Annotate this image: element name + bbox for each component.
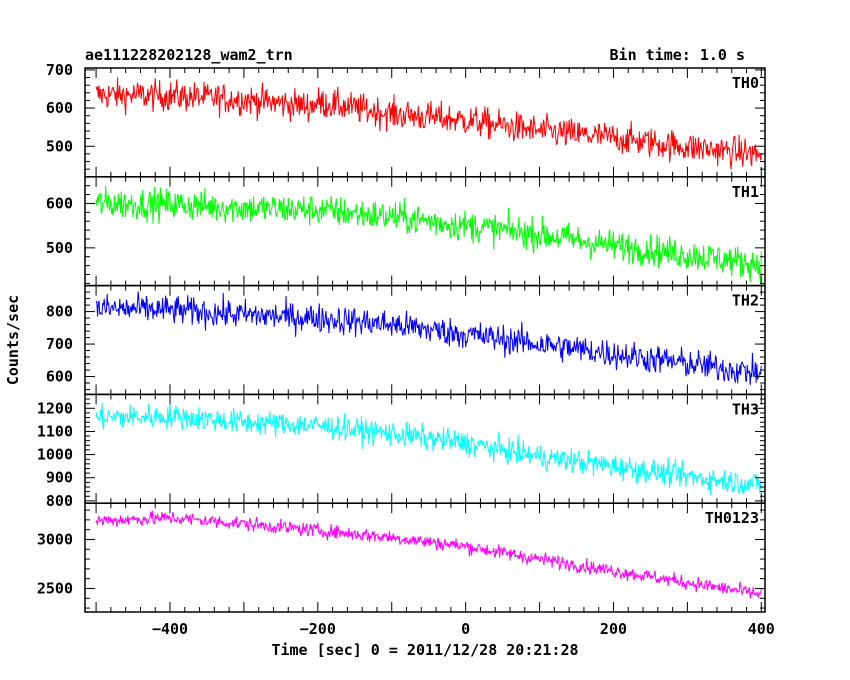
y-tick-label: 500 xyxy=(46,137,73,155)
y-tick-label: 3000 xyxy=(37,530,73,548)
x-tick-label: 200 xyxy=(600,620,627,638)
y-tick-label: 800 xyxy=(46,303,73,321)
panel-label-th2: TH2 xyxy=(732,292,759,310)
series-line-th2 xyxy=(95,291,762,386)
panel-label-th3: TH3 xyxy=(732,400,759,418)
y-tick-label: 1100 xyxy=(37,422,73,440)
chart-title-right: Bin time: 1.0 s xyxy=(610,46,745,64)
panels-group: 500 600 700 TH0 500 600 TH1 600 700 800 TH2 800 900 1… xyxy=(37,61,766,613)
y-tick-label: 600 xyxy=(46,99,73,117)
y-tick-label: 900 xyxy=(46,469,73,487)
y-tick-label: 700 xyxy=(46,61,73,79)
panel-frame xyxy=(84,393,766,504)
x-tick-label: −200 xyxy=(300,620,336,638)
panel-frame xyxy=(84,502,766,613)
y-axis-label: Counts/sec xyxy=(4,295,22,385)
x-tick-label: −400 xyxy=(152,620,188,638)
y-tick-label: 500 xyxy=(46,239,73,257)
panel-label-th1: TH1 xyxy=(732,183,759,201)
series-line-th0 xyxy=(95,77,762,170)
y-tick-label: 2500 xyxy=(37,579,73,597)
panel-th0123: 2500 3000 TH0123 xyxy=(37,502,766,613)
x-axis-label: Time [sec] 0 = 2011/12/28 20:21:28 xyxy=(271,641,578,659)
series-line-th0123 xyxy=(95,510,762,599)
y-tick-label: 800 xyxy=(46,492,73,510)
panel-th2: 600 700 800 TH2 xyxy=(46,284,766,396)
panel-th3: 800 900 1000 1100 1200 TH3 xyxy=(37,393,766,510)
chart-title-left: ae111228202128_wam2_trn xyxy=(85,46,293,64)
panel-th1: 500 600 TH1 xyxy=(46,176,766,287)
y-tick-label: 600 xyxy=(46,368,73,386)
x-tick-label: 0 xyxy=(461,620,470,638)
y-tick-label: 1000 xyxy=(37,446,73,464)
series-line-th1 xyxy=(95,186,762,285)
y-tick-label: 700 xyxy=(46,335,73,353)
panel-frame xyxy=(84,176,766,287)
panel-label-th0123: TH0123 xyxy=(705,509,759,527)
x-tick-label: 400 xyxy=(748,620,775,638)
x-axis: −400 −200 0 200 400 xyxy=(152,620,775,638)
panel-label-th0: TH0 xyxy=(732,74,759,92)
y-tick-label: 1200 xyxy=(37,399,73,417)
series-line-th3 xyxy=(95,403,762,496)
panel-th0: 500 600 700 TH0 xyxy=(46,61,766,178)
y-tick-label: 600 xyxy=(46,194,73,212)
